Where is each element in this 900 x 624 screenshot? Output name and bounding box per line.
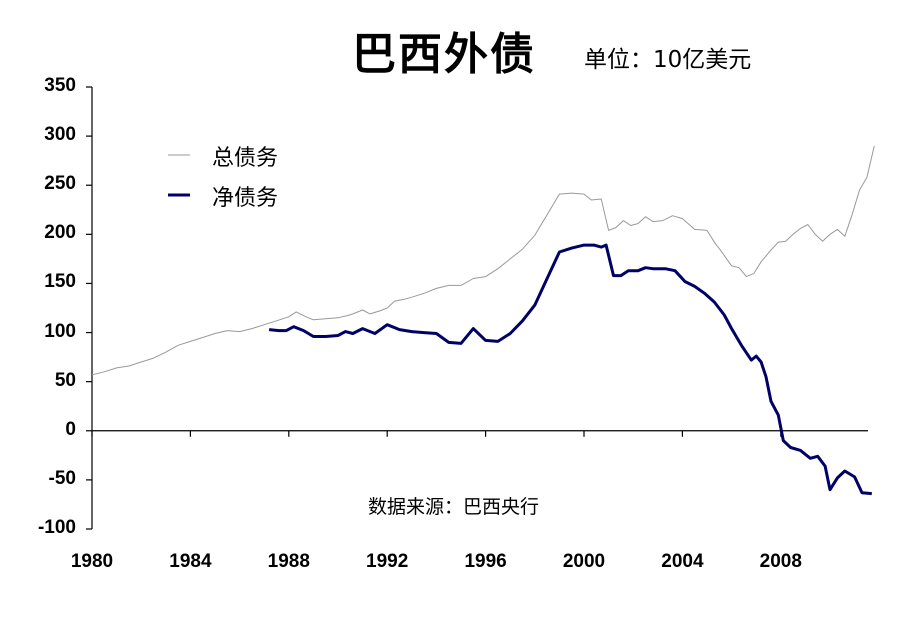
x-tick-label: 1984 xyxy=(169,551,212,572)
y-tick-label: 0 xyxy=(65,418,76,440)
y-tick-label: 300 xyxy=(44,124,76,146)
x-tick-label: 1988 xyxy=(267,551,310,572)
y-tick-label: 150 xyxy=(44,271,76,293)
legend-swatches xyxy=(168,154,190,197)
chart-title: 巴西外债 xyxy=(352,29,536,80)
y-tick-label: 100 xyxy=(44,320,76,342)
x-tick-label: 1992 xyxy=(366,551,409,572)
chart-unit-label: 单位：10亿美元 xyxy=(584,47,752,73)
x-tick-label: 2000 xyxy=(562,551,606,572)
x-tick-label: 1996 xyxy=(464,551,507,572)
series-line-gross-debt xyxy=(91,145,875,376)
series-line-net-debt xyxy=(268,243,872,496)
y-tick-label: 350 xyxy=(44,75,76,96)
axes xyxy=(86,86,868,530)
x-tick-label: 1980 xyxy=(70,551,114,572)
y-tick-label: -100 xyxy=(37,517,76,538)
y-tick-label: 50 xyxy=(54,369,76,391)
legend-label-net-debt: 净债务 xyxy=(212,186,279,211)
x-tick-label: 2004 xyxy=(661,551,704,572)
y-tick-label: 200 xyxy=(44,222,76,244)
data-source-note: 数据来源：巴西央行 xyxy=(368,496,540,518)
y-tick-label: -50 xyxy=(48,467,76,489)
legend-label-gross-debt: 总债务 xyxy=(212,146,279,171)
series-lines xyxy=(91,145,875,496)
y-tick-label: 250 xyxy=(44,173,76,195)
x-tick-label: 2008 xyxy=(759,551,802,572)
